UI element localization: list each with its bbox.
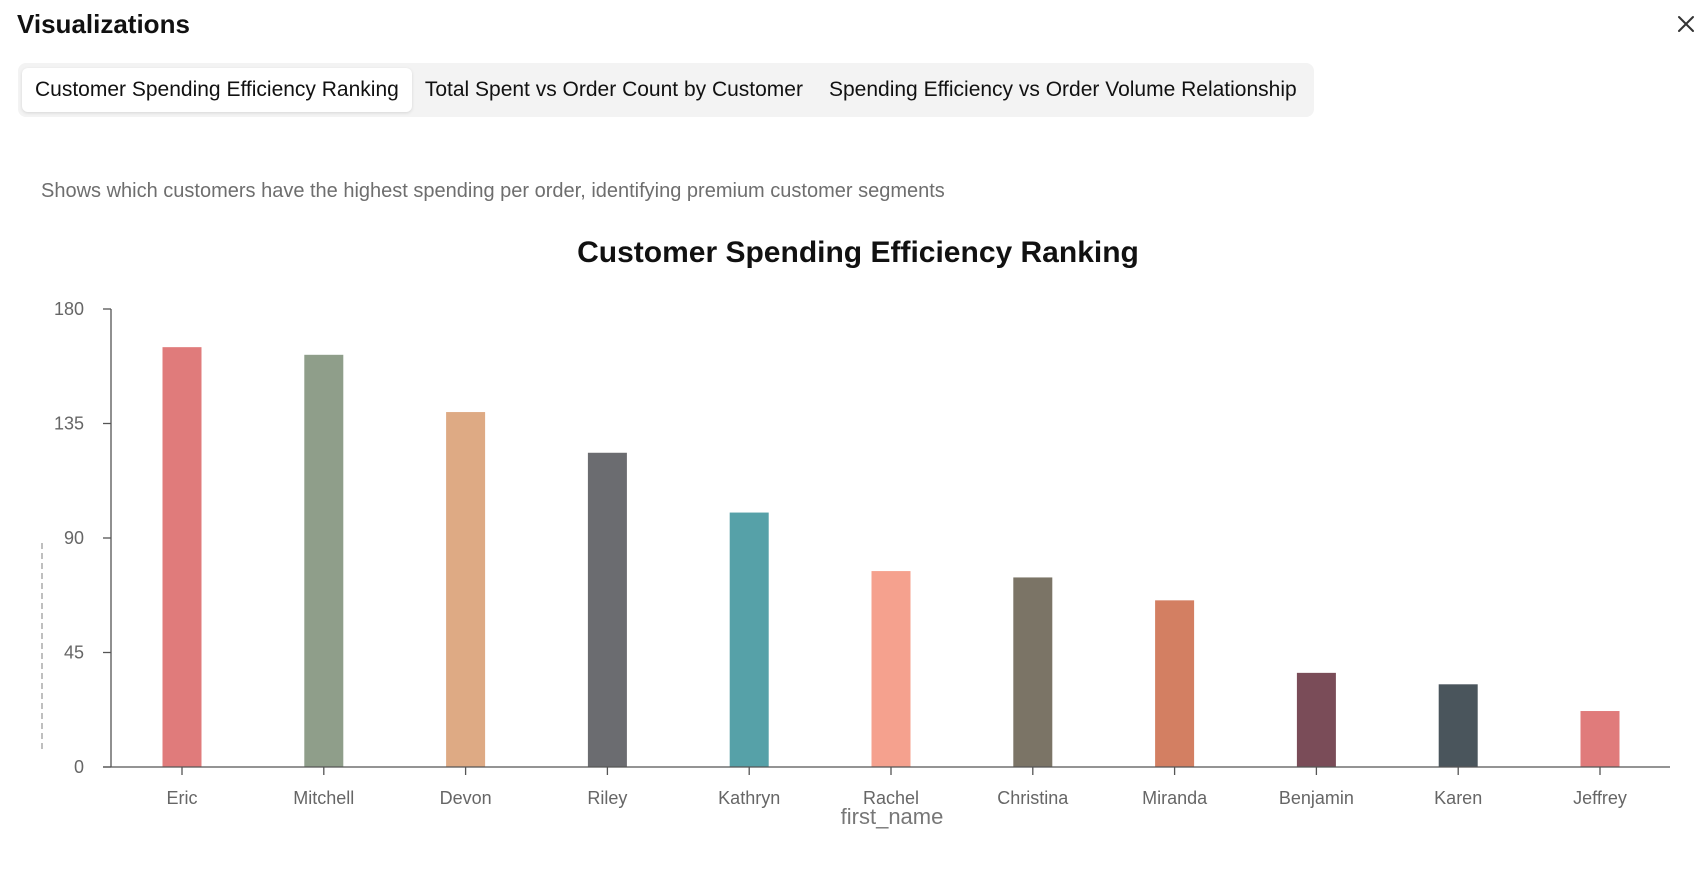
tab-efficiency-vs-order-volume[interactable]: Spending Efficiency vs Order Volume Rela…: [828, 78, 1297, 101]
tab-bar: Customer Spending Efficiency Ranking Tot…: [18, 63, 1314, 117]
bar-devon[interactable]: [446, 412, 486, 767]
x-tick-label: Eric: [167, 788, 198, 808]
close-button[interactable]: [1672, 10, 1700, 38]
x-tick-label: Benjamin: [1279, 788, 1354, 808]
chart-title: Customer Spending Efficiency Ranking: [577, 236, 1139, 269]
x-tick-label: Kathryn: [718, 788, 780, 808]
y-tick-label: 135: [54, 414, 84, 434]
tab-spending-efficiency-ranking[interactable]: Customer Spending Efficiency Ranking: [22, 68, 412, 112]
bar-eric[interactable]: [162, 347, 202, 767]
bar-jeffrey[interactable]: [1580, 711, 1620, 767]
bar-kathryn[interactable]: [729, 512, 769, 767]
bar-benjamin[interactable]: [1296, 672, 1336, 767]
x-tick-label: Karen: [1434, 788, 1482, 808]
x-axis-title: first_name: [841, 804, 944, 829]
tab-total-spent-vs-order-count[interactable]: Total Spent vs Order Count by Customer: [424, 78, 803, 101]
x-tick-label: Devon: [440, 788, 492, 808]
bar-mitchell[interactable]: [304, 354, 344, 767]
bar-rachel[interactable]: [871, 571, 911, 767]
x-tick-label: Jeffrey: [1573, 788, 1627, 808]
y-tick-label: 45: [64, 643, 84, 663]
y-tick-label: 180: [54, 299, 84, 319]
bar-christina[interactable]: [1013, 577, 1053, 767]
x-axis: Eric Mitchell Devon Riley Kathryn Rachel Chris…: [103, 766, 1670, 808]
x-tick-label: Riley: [587, 788, 627, 808]
x-tick-label: Rachel: [863, 788, 919, 808]
close-icon: [1678, 16, 1694, 32]
y-tick-label: 90: [64, 528, 84, 548]
y-tick-label: 0: [74, 757, 84, 777]
bar-miranda[interactable]: [1155, 600, 1195, 767]
bars-group: [162, 347, 1620, 767]
x-tick-label: Christina: [997, 788, 1069, 808]
x-tick-label: Mitchell: [293, 788, 354, 808]
panel-title: Visualizations: [17, 9, 190, 39]
chart-description: Shows which customers have the highest s…: [41, 180, 945, 202]
y-axis: 0 45 90 135 180: [54, 299, 112, 777]
bar-riley[interactable]: [587, 452, 627, 767]
x-tick-label: Miranda: [1142, 788, 1208, 808]
bar-karen[interactable]: [1438, 684, 1478, 767]
